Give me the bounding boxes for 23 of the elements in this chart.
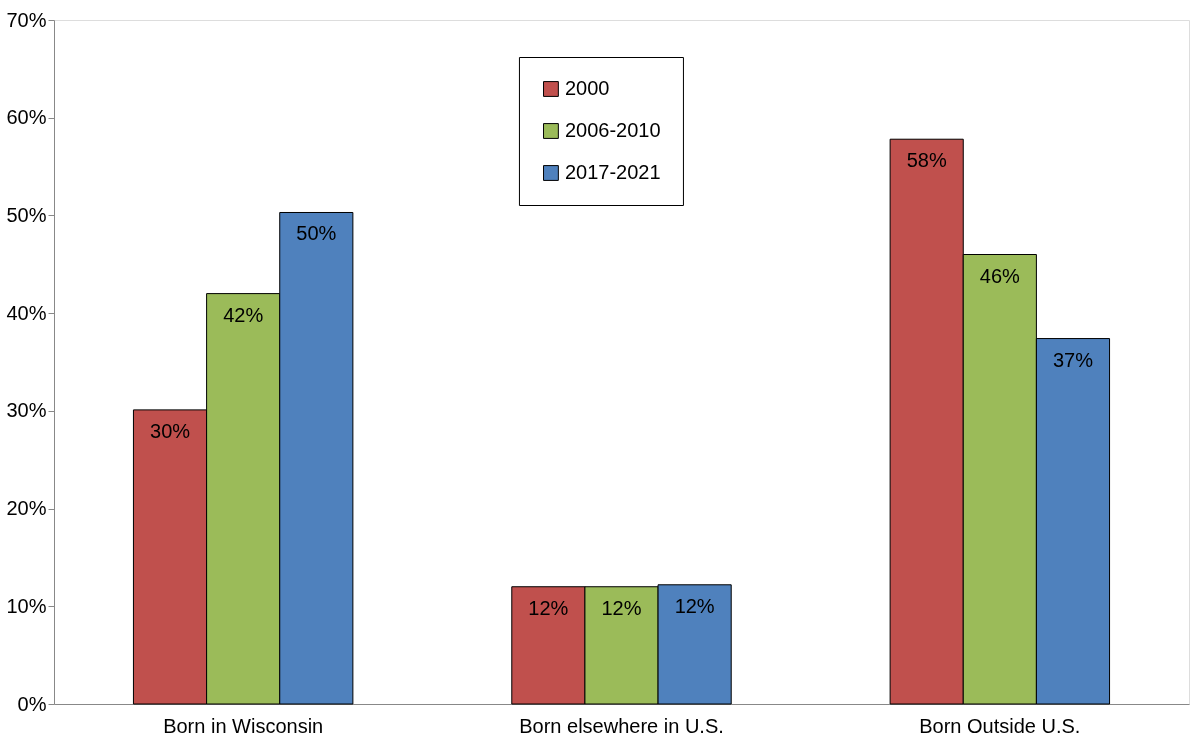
y-tick-label: 30% bbox=[6, 399, 47, 422]
data-label: 12% bbox=[528, 596, 569, 619]
y-tick-label: 10% bbox=[6, 594, 47, 617]
y-tick-label: 50% bbox=[6, 203, 47, 226]
data-label: 12% bbox=[674, 594, 715, 617]
data-label: 12% bbox=[601, 596, 642, 619]
data-label: 50% bbox=[296, 222, 337, 245]
y-tick-label: 0% bbox=[17, 692, 47, 715]
data-label: 46% bbox=[979, 264, 1021, 287]
legend-label: 2000 bbox=[564, 77, 610, 99]
legend-label: 2017-2021 bbox=[564, 161, 661, 183]
legend-label: 2006-2010 bbox=[564, 119, 661, 141]
x-tick-label: Born elsewhere in U.S. bbox=[519, 714, 724, 737]
x-tick-label: Born Outside U.S. bbox=[919, 714, 1081, 737]
y-tick-label: 60% bbox=[6, 106, 47, 129]
data-label: 30% bbox=[150, 419, 191, 442]
data-label: 42% bbox=[223, 303, 264, 326]
data-label: 58% bbox=[906, 149, 947, 172]
data-label: 37% bbox=[1052, 348, 1094, 371]
x-tick-label: Born in Wisconsin bbox=[163, 714, 324, 737]
y-tick-label: 70% bbox=[6, 8, 47, 31]
y-tick-label: 20% bbox=[6, 497, 47, 520]
y-tick-label: 40% bbox=[6, 301, 47, 324]
